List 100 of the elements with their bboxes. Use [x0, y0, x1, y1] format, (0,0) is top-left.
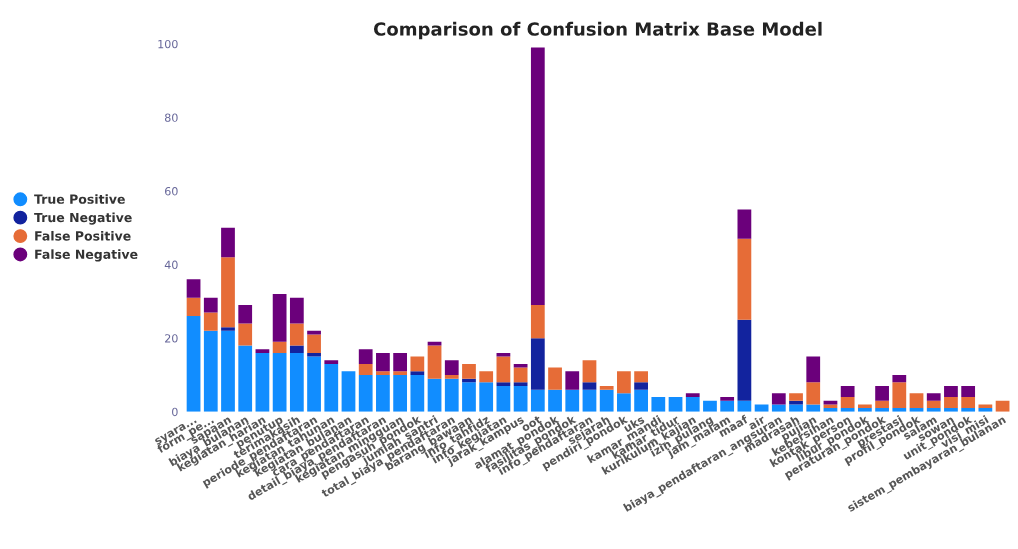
bar [496, 386, 511, 412]
bar [565, 389, 580, 412]
bar [289, 323, 304, 346]
bar [961, 386, 976, 398]
y-tick-label: 0 [172, 407, 178, 417]
bar [238, 305, 253, 324]
bar [238, 323, 253, 346]
bar [255, 352, 270, 412]
bar [272, 294, 287, 342]
bar [926, 393, 941, 401]
y-tick-label: 100 [158, 39, 178, 49]
bar [720, 397, 735, 401]
bar [307, 334, 321, 353]
bar [376, 374, 390, 412]
bar [307, 330, 321, 335]
bar [530, 338, 545, 390]
bar [221, 257, 235, 328]
y-tick-label: 40 [164, 260, 178, 269]
bar [289, 345, 304, 353]
bar [272, 352, 287, 412]
bar [410, 356, 425, 372]
bar [926, 400, 941, 409]
bar [307, 352, 321, 357]
bar [513, 386, 528, 412]
bar [530, 305, 545, 339]
bar [875, 400, 889, 409]
bar [685, 393, 700, 398]
bar [221, 327, 235, 331]
bar [393, 374, 408, 412]
bar [720, 400, 735, 412]
bar [685, 397, 700, 412]
bar [289, 297, 304, 324]
bar [789, 404, 803, 412]
bar [771, 393, 786, 405]
bar [806, 404, 821, 412]
bar [427, 341, 442, 346]
bar [496, 356, 511, 383]
bar [737, 319, 752, 401]
bar [565, 371, 580, 390]
bar [376, 352, 390, 372]
bar [186, 279, 201, 298]
bar [651, 397, 666, 412]
bar [272, 341, 287, 353]
y-tick-label: 20 [165, 334, 178, 343]
bar [944, 386, 958, 398]
bar [513, 382, 528, 386]
legend-label: True Positive [34, 194, 125, 204]
bar [634, 371, 648, 383]
bar [427, 345, 442, 379]
bar [203, 297, 218, 313]
bar [892, 374, 907, 383]
bar [238, 345, 253, 412]
bar [530, 47, 545, 306]
bar [548, 367, 562, 390]
bar [307, 356, 321, 412]
bar [806, 382, 821, 405]
legend-label: True Negative [34, 212, 132, 225]
bar [617, 393, 631, 412]
bar [771, 404, 786, 412]
bar [393, 352, 408, 372]
bar [703, 400, 717, 412]
bar [324, 363, 339, 412]
bar [479, 382, 494, 412]
bar [599, 386, 614, 390]
bar [582, 360, 597, 383]
bar [875, 386, 889, 401]
bar [479, 371, 494, 383]
bar [186, 316, 201, 412]
bar [978, 404, 993, 409]
bar [754, 404, 769, 412]
bar [496, 352, 511, 357]
bar [530, 389, 545, 412]
bar [358, 363, 373, 375]
bar [513, 363, 528, 368]
bar [634, 382, 648, 390]
bar [410, 371, 425, 375]
bar [634, 389, 648, 412]
bar [358, 349, 373, 364]
bar [823, 404, 838, 409]
y-tick-label: 60 [165, 187, 178, 196]
bar [410, 374, 425, 412]
bar [789, 393, 803, 401]
bar [548, 389, 562, 412]
bar [513, 367, 528, 383]
bar [444, 374, 459, 379]
bar [737, 238, 752, 320]
bar [909, 393, 924, 409]
bar [289, 352, 304, 412]
bar [806, 356, 821, 383]
bar [376, 371, 390, 375]
bar [186, 297, 201, 317]
bar [857, 404, 872, 409]
bar [961, 397, 976, 409]
y-tick-label: 80 [164, 113, 178, 122]
bar [668, 397, 683, 412]
bar [341, 371, 356, 412]
bar [944, 397, 958, 409]
bar [427, 378, 442, 412]
bar [737, 209, 752, 239]
legend-label: False Negative [35, 249, 138, 262]
